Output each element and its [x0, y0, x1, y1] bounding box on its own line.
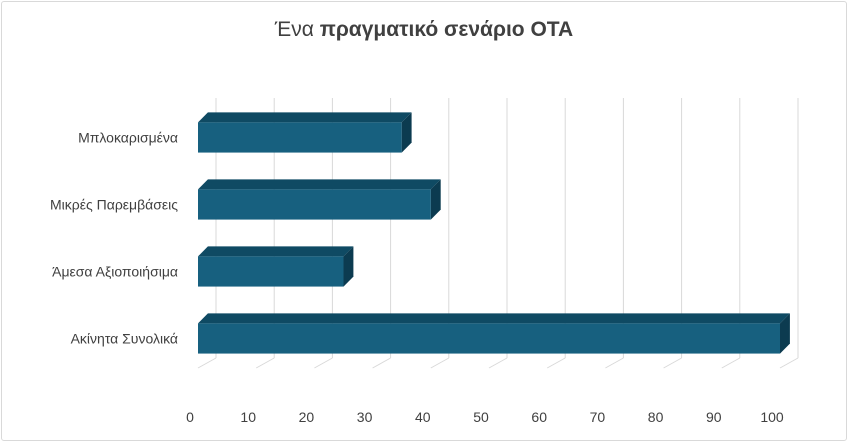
bar-front-face — [198, 323, 780, 354]
floor-gridline — [255, 357, 275, 369]
bar — [198, 179, 441, 220]
chart-title: Ένα πραγματικό σενάριο ΟΤΑ — [0, 18, 848, 42]
x-tick-label: 30 — [357, 409, 373, 425]
bar-front-face — [198, 189, 431, 220]
x-tick-label: 80 — [648, 409, 664, 425]
category-label: Μπλοκαρισμένα — [78, 130, 178, 146]
x-axis-ticks: 0 10 20 30 40 50 60 70 80 90 100 — [186, 409, 784, 425]
bar-top-face — [198, 313, 790, 324]
floor-gridline — [314, 357, 333, 369]
floor-gridline — [197, 357, 217, 369]
title-bold: πραγματικό σενάριο ΟΤΑ — [319, 18, 574, 41]
bar — [198, 112, 412, 153]
floor-gridline — [779, 357, 799, 369]
bar-side-face — [401, 112, 412, 153]
category-label: Άμεσα Αξιοποιήσιμα — [52, 264, 178, 280]
floor-gridline — [546, 357, 566, 369]
bar-side-face — [780, 313, 790, 354]
x-tick-label: 0 — [186, 409, 194, 425]
x-tick-label: 70 — [590, 409, 606, 425]
category-label: Μικρές Παρεμβάσεις — [50, 197, 178, 213]
x-tick-label: 20 — [299, 409, 315, 425]
x-tick-label: 40 — [415, 409, 431, 425]
x-tick-label: 10 — [240, 409, 256, 425]
bar-top-face — [198, 179, 441, 190]
bar-front-face — [198, 256, 344, 287]
floor-gridline — [721, 357, 741, 369]
category-labels: Μπλοκαρισμένα Μικρές Παρεμβάσεις Άμεσα Αξι… — [50, 130, 178, 347]
floor-gridline — [372, 357, 391, 369]
x-tick-label: 60 — [531, 409, 547, 425]
floor-gridline — [430, 357, 450, 369]
title-regular: Ένα — [274, 18, 320, 41]
x-tick-label: 100 — [760, 409, 784, 425]
floor-gridline — [605, 357, 624, 369]
bar-top-face — [198, 246, 354, 257]
bars — [198, 112, 790, 354]
bar-front-face — [198, 122, 402, 153]
bar — [198, 313, 790, 354]
bar-side-face — [430, 179, 441, 220]
floor-gridline — [488, 357, 508, 369]
x-tick-label: 90 — [706, 409, 722, 425]
bar-top-face — [198, 112, 412, 123]
category-label: Ακίνητα Συνολικά — [71, 331, 178, 347]
bar-side-face — [343, 246, 354, 287]
bar — [198, 246, 354, 287]
floor-gridline — [663, 357, 682, 369]
x-tick-label: 50 — [473, 409, 489, 425]
